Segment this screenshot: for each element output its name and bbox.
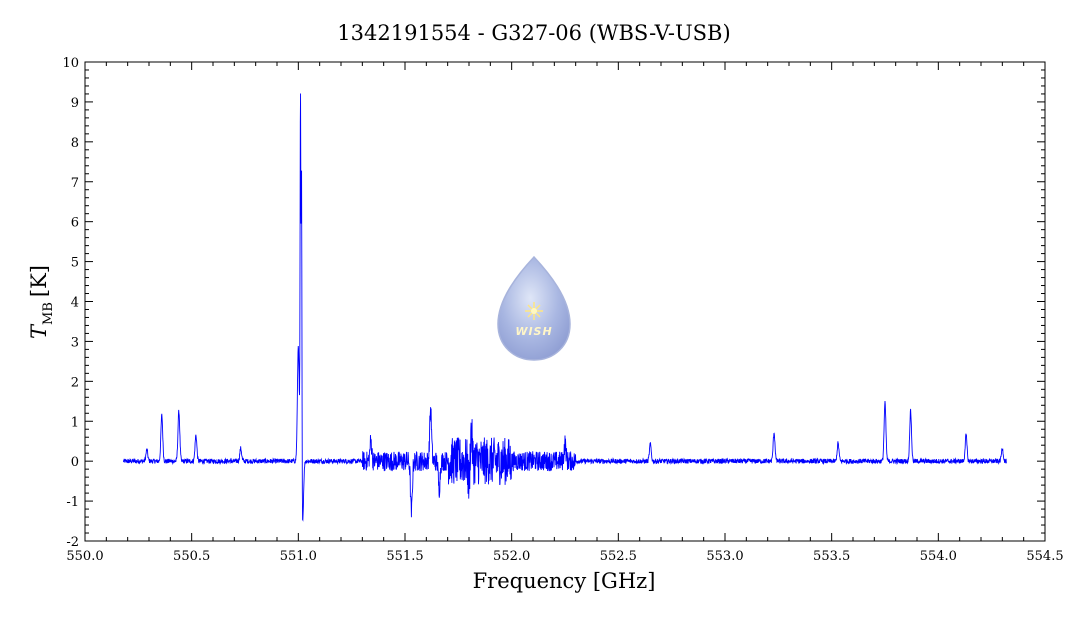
- y-tick-label: 0: [71, 455, 79, 470]
- y-tick-label: -2: [66, 535, 79, 550]
- star-icon: [525, 302, 543, 320]
- y-tick-label: 3: [71, 335, 79, 350]
- y-tick-label: 2: [71, 375, 79, 390]
- x-tick-label: 550.0: [66, 549, 103, 564]
- x-tick-label: 553.5: [813, 549, 850, 564]
- x-axis: 550.0 550.5 551.0 551.5 552.0 552.5 553.0 553.5…: [66, 62, 1064, 564]
- y-tick-label: 6: [71, 216, 79, 231]
- x-tick-label: 552.0: [493, 549, 530, 564]
- x-tick-label: 551.0: [280, 549, 317, 564]
- x-axis-label: Frequency [GHz]: [473, 569, 656, 593]
- y-tick-label: -1: [66, 495, 79, 510]
- wish-logo-text: WISH: [515, 325, 552, 338]
- y-tick-label: 10: [62, 56, 79, 71]
- x-tick-label: 553.0: [706, 549, 743, 564]
- x-tick-label: 550.5: [173, 549, 210, 564]
- x-tick-label: 554.5: [1026, 549, 1063, 564]
- chart-title: 1342191554 - G327-06 (WBS-V-USB): [337, 21, 730, 45]
- y-tick-label: 5: [71, 256, 79, 271]
- series-layer: [122, 93, 1007, 522]
- y-tick-label: 7: [71, 176, 79, 191]
- y-axis-label: TMB [K]: [27, 265, 56, 339]
- y-tick-label: 8: [71, 136, 79, 151]
- y-axis: -2 -1 0 1 2 3 4 5 6 7 8 9 10: [62, 56, 1045, 550]
- y-axis-label-main: T: [27, 323, 51, 339]
- wish-logo: WISH: [497, 255, 571, 361]
- svg-text:TMB[K]: TMB [K]: [27, 265, 56, 339]
- y-axis-label-sub: MB: [41, 302, 56, 325]
- spectrum-line: [122, 93, 1007, 522]
- y-tick-label: 1: [71, 415, 79, 430]
- x-tick-label: 552.5: [600, 549, 637, 564]
- x-tick-label: 554.0: [920, 549, 957, 564]
- y-tick-label: 4: [71, 296, 79, 311]
- x-tick-label: 551.5: [386, 549, 423, 564]
- y-axis-label-unit: [K]: [27, 265, 51, 297]
- y-tick-label: 9: [71, 96, 79, 111]
